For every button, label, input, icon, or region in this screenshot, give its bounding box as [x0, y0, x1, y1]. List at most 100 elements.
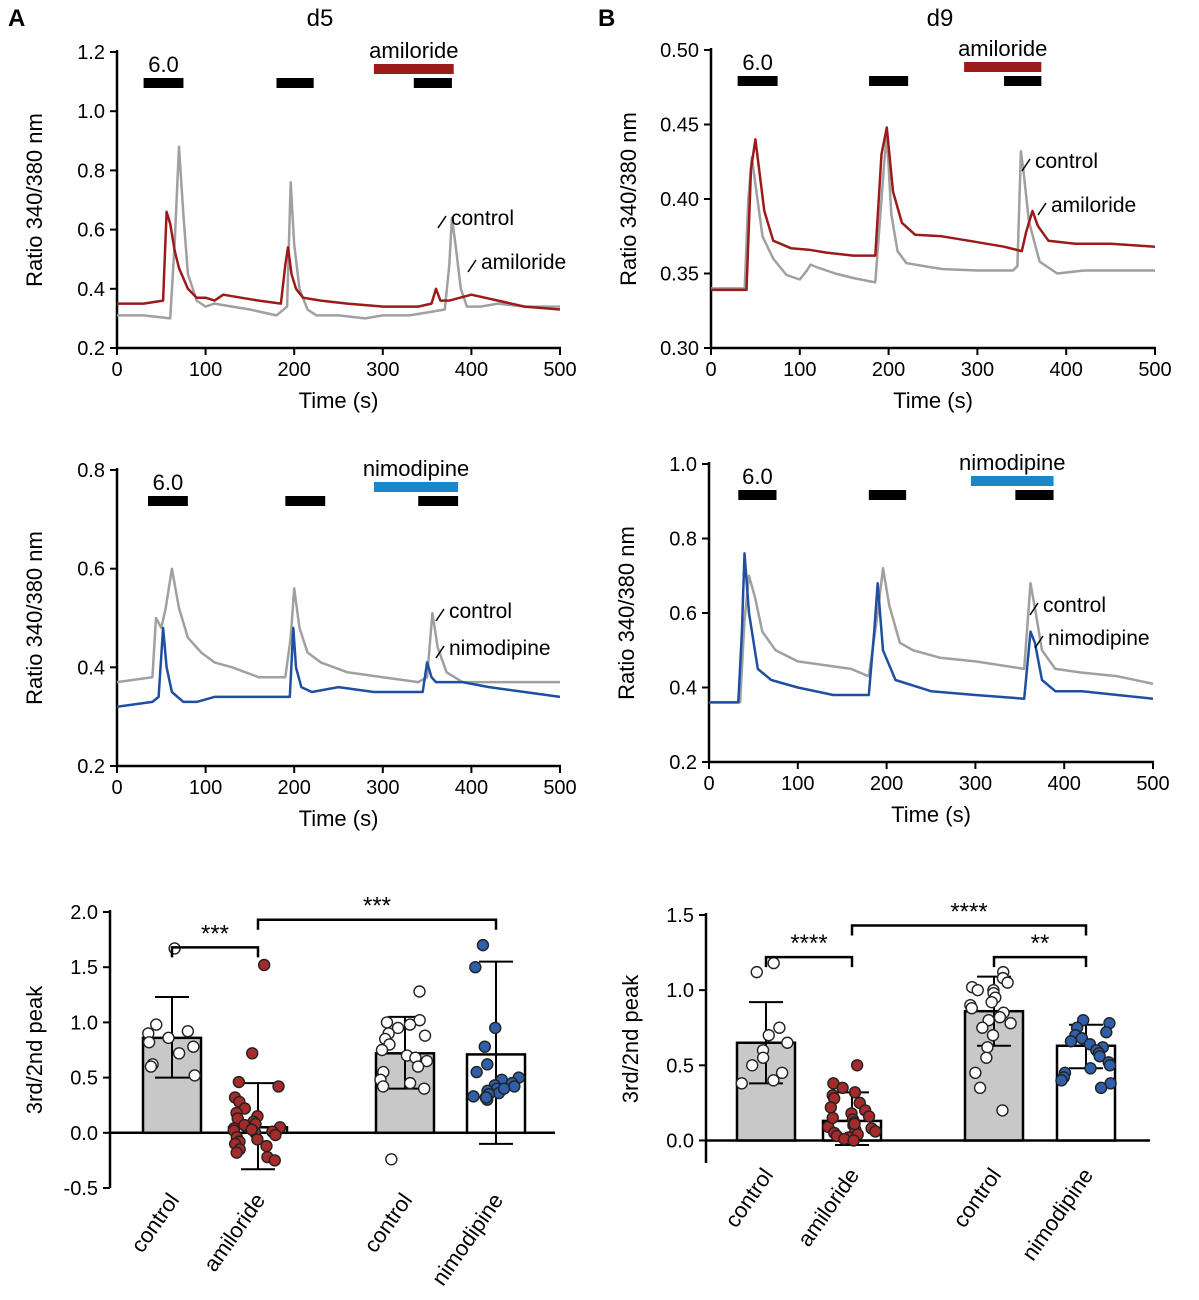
y-tick-label: 1.0	[77, 101, 105, 123]
stimulus-bar	[738, 490, 777, 500]
data-point	[251, 1133, 264, 1146]
data-point	[245, 1123, 258, 1136]
data-point	[246, 1047, 259, 1060]
data-point	[187, 1040, 200, 1053]
series-line-control	[117, 145, 560, 320]
data-point	[272, 1080, 285, 1093]
drug-label: nimodipine	[959, 450, 1065, 475]
data-point	[172, 1047, 186, 1060]
y-axis-label: 3rd/2nd peak	[22, 985, 47, 1114]
data-point	[489, 1021, 502, 1035]
y-tick-label: -0.5	[64, 1178, 98, 1200]
drug-label: nimodipine	[363, 456, 469, 481]
data-point	[993, 1011, 1007, 1024]
stimulus-bar	[148, 496, 188, 506]
panel-label-b: B	[598, 5, 615, 32]
y-tick-label: 0.8	[77, 460, 105, 482]
x-tick-label: 100	[783, 359, 816, 381]
x-axis-label: Time (s)	[299, 388, 379, 413]
stimulus-label: 6.0	[153, 470, 184, 495]
category-label: amiloride	[198, 1189, 270, 1276]
data-point	[756, 1051, 770, 1064]
data-point	[971, 983, 984, 997]
stimulus-bar	[285, 496, 326, 506]
x-tick-label: 0	[703, 773, 714, 795]
drug-bar	[373, 482, 459, 492]
data-point	[478, 1040, 491, 1053]
y-tick-label: 0.6	[669, 603, 697, 625]
data-point	[836, 1081, 849, 1095]
data-point	[181, 1025, 195, 1038]
annotation-leader	[1021, 158, 1031, 172]
data-point	[144, 1060, 158, 1073]
data-point	[980, 1051, 993, 1064]
data-point	[413, 985, 426, 998]
x-tick-label: 0	[111, 777, 122, 799]
annotation-leader	[435, 608, 445, 622]
significance-bracket	[764, 955, 854, 968]
data-point	[762, 1029, 775, 1042]
annotation-leader	[435, 645, 445, 659]
x-tick-label: 300	[366, 777, 399, 799]
y-tick-label: 0.0	[70, 1123, 98, 1145]
significance-bracket	[992, 955, 1088, 968]
y-tick-label: 0.4	[77, 657, 105, 679]
stimulus-label: 6.0	[742, 464, 773, 489]
annotation-label-nimodipine: nimodipine	[449, 637, 551, 660]
chart-d5-nimodipine: 0.2 0.4 0.6 0.8 0 100 200 300 400 500 Time (s) Rati…	[22, 456, 577, 831]
y-tick-label: 0.6	[77, 559, 105, 581]
category-label: nimodipine	[1017, 1164, 1099, 1266]
x-tick-label: 500	[543, 359, 576, 381]
drug-bar	[373, 64, 454, 74]
x-tick-label: 0	[705, 359, 716, 381]
y-tick-label: 1.5	[70, 957, 98, 979]
y-tick-label: 0.45	[660, 115, 699, 137]
drug-label: amiloride	[369, 38, 458, 63]
x-tick-label: 400	[455, 777, 488, 799]
data-point	[1064, 1035, 1078, 1048]
x-tick-label: 200	[278, 777, 311, 799]
data-point	[767, 956, 780, 970]
panel-label-a: A	[8, 5, 25, 32]
y-tick-label: 2.0	[70, 902, 98, 924]
data-point	[1084, 1062, 1097, 1075]
y-axis-label: 3rd/2nd peak	[618, 974, 643, 1103]
significance-label: ***	[201, 920, 229, 947]
annotation-label-amiloride: amiloride	[481, 251, 566, 274]
data-point	[981, 1041, 994, 1054]
annotation-label-control: control	[449, 600, 512, 623]
y-tick-label: 0.8	[669, 529, 697, 551]
significance-label: ****	[790, 930, 827, 957]
drug-bar	[964, 62, 1042, 72]
y-tick-label: 1.0	[669, 454, 697, 476]
x-tick-label: 500	[1136, 773, 1169, 795]
data-point	[403, 1018, 417, 1031]
category-label: nimodipine	[427, 1189, 509, 1291]
chart-d9-nimodipine: 0.2 0.4 0.6 0.8 1.0 0 100 200 300 400 500 Time (s) R…	[614, 450, 1170, 827]
y-tick-label: 0.4	[669, 678, 697, 700]
stimulus-bar	[1015, 490, 1054, 500]
y-tick-label: 0.30	[660, 338, 699, 360]
x-tick-label: 200	[870, 773, 903, 795]
data-point	[380, 1016, 394, 1029]
y-tick-label: 0.8	[77, 160, 105, 182]
x-tick-label: 200	[278, 359, 311, 381]
annotation-leader	[437, 215, 447, 229]
y-tick-label: 0.6	[77, 220, 105, 242]
data-point	[848, 1086, 862, 1099]
stimulus-bar	[737, 76, 778, 86]
x-tick-label: 100	[189, 777, 222, 799]
y-tick-label: 1.5	[666, 905, 694, 927]
data-point	[976, 1021, 989, 1034]
annotation-label-control: control	[1043, 594, 1106, 617]
data-point	[411, 1060, 425, 1073]
y-axis-label: Ratio 340/380 nm	[22, 113, 47, 287]
y-tick-label: 0.0	[666, 1130, 694, 1152]
stimulus-bar	[1004, 76, 1042, 86]
data-point	[1103, 1059, 1117, 1072]
data-point	[385, 1153, 398, 1166]
y-axis-label: Ratio 340/380 nm	[614, 526, 639, 700]
y-tick-label: 0.40	[660, 189, 699, 211]
